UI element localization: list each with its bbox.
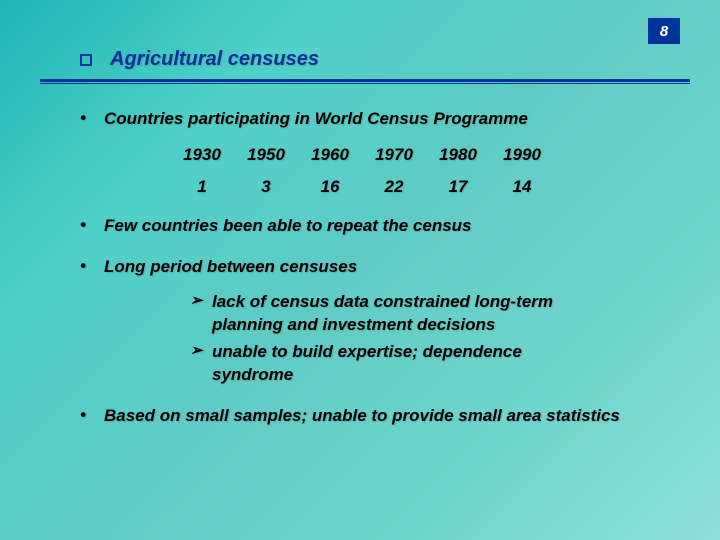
title-underline	[40, 79, 690, 84]
arrow-bullet-icon: ➢	[190, 291, 212, 309]
square-bullet-icon	[80, 54, 92, 66]
table-header-cell: 1970	[362, 145, 426, 165]
table-header-cell: 1930	[170, 145, 234, 165]
slide-title: Agricultural censuses	[110, 48, 319, 71]
sub-bullet-list: ➢ lack of census data constrained long-t…	[190, 291, 680, 387]
bullet-text: Few countries been able to repeat the ce…	[104, 215, 680, 238]
census-table: 1930 1950 1960 1970 1980 1990 1 3 16 22 …	[170, 145, 680, 197]
table-header-row: 1930 1950 1960 1970 1980 1990	[170, 145, 680, 165]
bullet-text: Long period between censuses	[104, 256, 680, 279]
bullet-item: • Based on small samples; unable to prov…	[70, 405, 680, 428]
arrow-bullet-icon: ➢	[190, 341, 212, 359]
table-header-cell: 1960	[298, 145, 362, 165]
table-value-cell: 16	[298, 177, 362, 197]
content-area: • Countries participating in World Censu…	[70, 108, 680, 428]
bullet-text: Based on small samples; unable to provid…	[104, 405, 680, 428]
dot-bullet-icon: •	[80, 256, 104, 276]
slide: 8 Agricultural censuses • Countries part…	[0, 0, 720, 540]
bullet-item: • Long period between censuses	[70, 256, 680, 279]
table-value-row: 1 3 16 22 17 14	[170, 177, 680, 197]
table-value-cell: 17	[426, 177, 490, 197]
dot-bullet-icon: •	[80, 215, 104, 235]
bullet-item: • Few countries been able to repeat the …	[70, 215, 680, 238]
page-number: 8	[660, 23, 668, 40]
table-header-cell: 1990	[490, 145, 554, 165]
title-row: Agricultural censuses	[70, 48, 680, 71]
page-number-badge: 8	[648, 18, 680, 44]
sub-bullet-text: unable to build expertise; dependence sy…	[212, 341, 592, 387]
sub-bullet-text: lack of census data constrained long-ter…	[212, 291, 592, 337]
table-value-cell: 22	[362, 177, 426, 197]
bullet-text: Countries participating in World Census …	[104, 108, 680, 131]
table-value-cell: 14	[490, 177, 554, 197]
dot-bullet-icon: •	[80, 108, 104, 128]
table-header-cell: 1980	[426, 145, 490, 165]
table-value-cell: 3	[234, 177, 298, 197]
table-header-cell: 1950	[234, 145, 298, 165]
table-value-cell: 1	[170, 177, 234, 197]
sub-bullet-item: ➢ unable to build expertise; dependence …	[190, 341, 680, 387]
sub-bullet-item: ➢ lack of census data constrained long-t…	[190, 291, 680, 337]
dot-bullet-icon: •	[80, 405, 104, 425]
bullet-item: • Countries participating in World Censu…	[70, 108, 680, 131]
